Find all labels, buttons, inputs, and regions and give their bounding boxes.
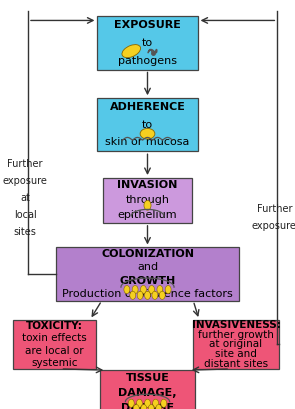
Text: TISSUE: TISSUE — [126, 373, 169, 383]
Circle shape — [156, 405, 162, 409]
Ellipse shape — [140, 128, 155, 139]
Text: epithelium: epithelium — [118, 210, 177, 220]
Circle shape — [124, 285, 130, 294]
FancyBboxPatch shape — [97, 16, 198, 70]
Ellipse shape — [122, 45, 141, 58]
Text: DISEASE: DISEASE — [121, 402, 174, 409]
Circle shape — [145, 291, 150, 299]
Text: to: to — [142, 120, 153, 130]
Text: through: through — [125, 196, 170, 205]
Circle shape — [141, 405, 147, 409]
Text: Further: Further — [257, 204, 292, 213]
Text: systemic: systemic — [31, 358, 78, 368]
Circle shape — [140, 285, 146, 294]
Text: are local or: are local or — [25, 346, 84, 355]
Text: toxin effects: toxin effects — [22, 333, 87, 343]
Text: EXPOSURE: EXPOSURE — [114, 20, 181, 30]
Circle shape — [149, 285, 155, 294]
Text: exposure: exposure — [3, 176, 47, 186]
Text: distant sites: distant sites — [204, 359, 268, 369]
Circle shape — [130, 291, 136, 299]
Text: ADHERENCE: ADHERENCE — [109, 102, 186, 112]
Text: at original: at original — [209, 339, 263, 349]
Text: and: and — [137, 263, 158, 272]
Circle shape — [145, 399, 150, 407]
FancyBboxPatch shape — [56, 247, 239, 301]
Circle shape — [137, 291, 143, 299]
Text: COLONIZATION: COLONIZATION — [101, 249, 194, 259]
Circle shape — [165, 285, 171, 294]
Circle shape — [152, 291, 158, 299]
Text: pathogens: pathogens — [118, 56, 177, 66]
Circle shape — [157, 285, 163, 294]
FancyBboxPatch shape — [97, 98, 198, 151]
Circle shape — [144, 200, 151, 210]
Text: INVASION: INVASION — [117, 180, 178, 191]
FancyBboxPatch shape — [100, 370, 195, 409]
Text: skin or mucosa: skin or mucosa — [105, 137, 190, 148]
FancyBboxPatch shape — [13, 320, 96, 369]
Text: Production of virulence factors: Production of virulence factors — [62, 289, 233, 299]
Text: GROWTH: GROWTH — [119, 276, 176, 285]
Circle shape — [148, 405, 154, 409]
Text: to: to — [142, 38, 153, 48]
FancyBboxPatch shape — [103, 178, 192, 223]
Text: at: at — [20, 193, 30, 203]
Text: local: local — [14, 210, 37, 220]
Circle shape — [137, 399, 142, 407]
Circle shape — [159, 291, 165, 299]
Circle shape — [128, 399, 134, 407]
Text: DAMAGE,: DAMAGE, — [118, 388, 177, 398]
Circle shape — [161, 399, 167, 407]
Text: site and: site and — [215, 349, 257, 359]
Circle shape — [133, 405, 139, 409]
Text: TOXICITY:: TOXICITY: — [26, 321, 83, 331]
Circle shape — [132, 285, 138, 294]
FancyBboxPatch shape — [193, 320, 279, 369]
Text: INVASIVENESS:: INVASIVENESS: — [191, 320, 281, 330]
Text: exposure: exposure — [252, 221, 295, 231]
Text: sites: sites — [14, 227, 37, 237]
Text: Further: Further — [7, 159, 43, 169]
Text: further growth: further growth — [198, 330, 274, 339]
Circle shape — [153, 399, 159, 407]
